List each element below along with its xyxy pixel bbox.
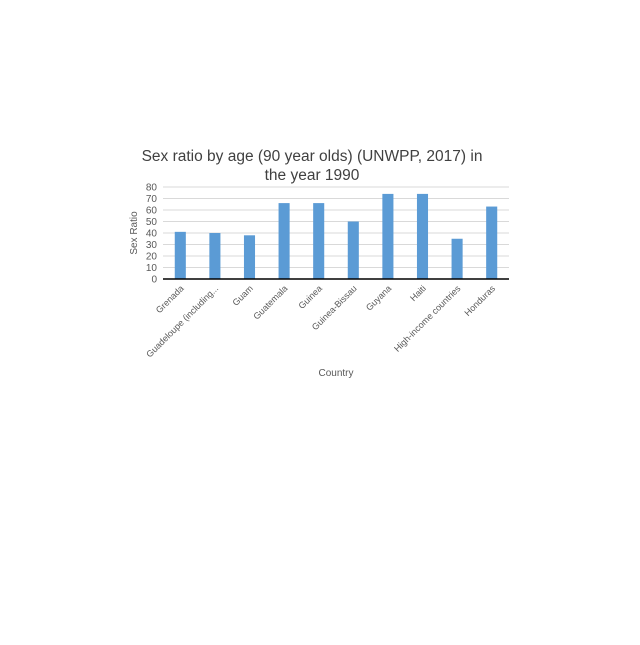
x-category-label: Guinea <box>297 283 325 311</box>
bar <box>486 206 498 279</box>
y-tick-label: 60 <box>146 206 158 217</box>
x-category-label: Honduras <box>462 283 497 318</box>
x-category-label: High-income countries <box>392 283 463 354</box>
chart-title: Sex ratio by age (90 year olds) (UNWPP, … <box>142 148 483 184</box>
y-tick-label: 10 <box>146 263 158 274</box>
x-category-label: Guadeloupe (including... <box>144 283 220 359</box>
y-tick-label: 20 <box>146 252 158 263</box>
chart-title-line-2: the year 1990 <box>265 167 360 184</box>
bar <box>416 193 429 279</box>
bar <box>174 231 186 279</box>
y-tick-label: 50 <box>146 217 158 228</box>
bar <box>382 193 394 279</box>
y-tick-label: 30 <box>146 240 158 251</box>
bar <box>209 233 221 279</box>
bar <box>243 235 256 279</box>
y-tick-label: 0 <box>151 275 157 286</box>
y-tick-label: 80 <box>146 183 158 194</box>
bars <box>174 193 498 279</box>
y-tick-label: 70 <box>146 194 158 205</box>
x-category-label: Guyana <box>364 283 393 312</box>
bar <box>313 203 325 279</box>
x-category-label: Grenada <box>154 283 186 315</box>
y-tick-label: 40 <box>146 229 158 240</box>
bar <box>278 203 290 279</box>
chart-title-line-1: Sex ratio by age (90 year olds) (UNWPP, … <box>142 148 483 165</box>
y-axis-label: Sex Ratio <box>129 211 140 255</box>
x-category-label: Guam <box>231 283 255 307</box>
bar <box>451 238 463 279</box>
x-axis-label: Country <box>318 368 353 379</box>
x-category-label: Guatemala <box>251 283 289 321</box>
x-category-label: Haiti <box>408 283 428 303</box>
gridlines <box>163 186 509 268</box>
bar <box>347 221 359 279</box>
